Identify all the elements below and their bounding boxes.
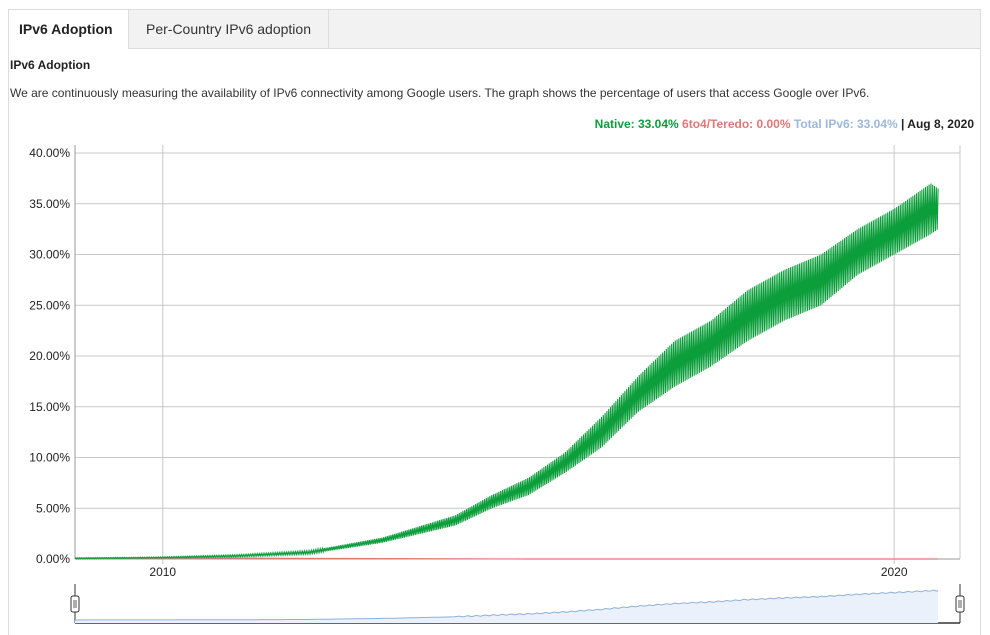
y-tick-label: 25.00%	[29, 298, 70, 312]
chart-panel: IPv6 Adoption Per-Country IPv6 adoption	[8, 9, 981, 635]
y-tick-label: 20.00%	[29, 349, 70, 363]
navigator-line	[75, 589, 939, 621]
y-tick-label: 30.00%	[29, 248, 70, 262]
legend-native: Native: 33.04%	[594, 117, 679, 131]
navigator-left-handle[interactable]	[70, 595, 80, 613]
navigator-area	[75, 590, 939, 623]
y-tick-label: 10.00%	[29, 451, 70, 465]
y-tick-label: 15.00%	[29, 400, 70, 414]
legend-separator: |	[897, 117, 908, 131]
tab-ipv6-adoption[interactable]: IPv6 Adoption	[9, 10, 129, 49]
y-tick-label: 5.00%	[36, 501, 70, 515]
section-description: We are continuously measuring the availa…	[10, 86, 870, 100]
section-title: IPv6 Adoption	[10, 58, 91, 72]
legend-total-ipv6: Total IPv6: 33.04%	[793, 117, 898, 131]
y-tick-label: 0.00%	[36, 552, 70, 566]
series-native-line	[74, 183, 939, 560]
tab-bar: IPv6 Adoption Per-Country IPv6 adoption	[9, 10, 980, 49]
navigator-right-handle[interactable]	[955, 595, 965, 613]
legend-date: Aug 8, 2020	[907, 117, 974, 131]
chart-legend: Native: 33.04% 6to4/Teredo: 0.00% Total …	[595, 117, 974, 131]
tab-per-country-ipv6-adoption[interactable]: Per-Country IPv6 adoption	[129, 10, 329, 48]
legend-6to4-teredo: 6to4/Teredo: 0.00%	[682, 117, 791, 131]
y-tick-label: 40.00%	[29, 146, 70, 160]
x-tick-label: 2020	[881, 565, 908, 579]
x-tick-label: 2010	[149, 565, 176, 579]
y-tick-label: 35.00%	[29, 197, 70, 211]
